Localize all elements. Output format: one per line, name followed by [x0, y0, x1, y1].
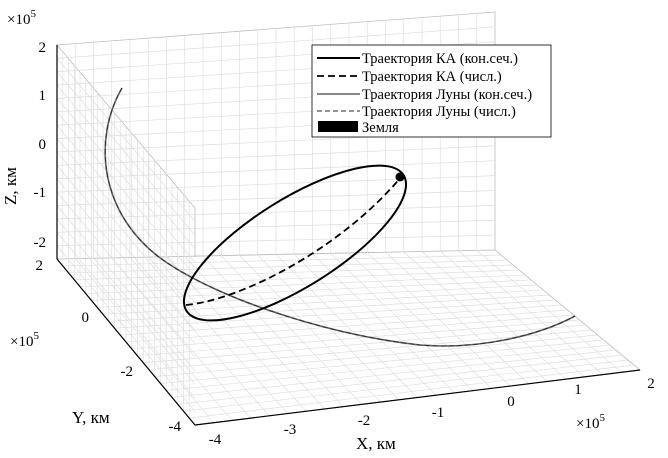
gridline — [97, 284, 538, 308]
z-tick-label: 2 — [39, 40, 47, 56]
x-tick-label: -2 — [358, 413, 371, 429]
gridline — [56, 190, 496, 206]
gridline — [56, 219, 496, 233]
gridline — [137, 319, 580, 357]
gridline — [143, 324, 586, 364]
gridline — [120, 304, 562, 336]
gridline — [56, 98, 196, 263]
gridline — [114, 299, 556, 329]
gridline — [56, 151, 196, 317]
z-axis-label: Z, км — [1, 167, 20, 205]
axis-frame — [56, 45, 641, 426]
gridline — [56, 205, 196, 371]
x-tick-label: 1 — [574, 382, 582, 398]
y-tick-label: -2 — [121, 364, 134, 380]
gridline — [56, 125, 196, 290]
legend: Траектория КА (кон.сеч.) Траектория КА (… — [311, 44, 552, 138]
trajectories — [104, 87, 576, 347]
gridline — [79, 269, 520, 288]
y-exponent: ×105 — [10, 330, 39, 350]
z-exponent: ×105 — [7, 8, 36, 28]
y-axis-line — [56, 258, 196, 426]
y-tick-label: 0 — [82, 310, 90, 326]
gridline — [56, 232, 196, 399]
legend-swatch-earth — [318, 121, 358, 132]
gridline — [102, 289, 544, 315]
gridline — [177, 354, 622, 405]
gridline — [56, 58, 196, 222]
gridline — [91, 279, 532, 301]
gridline — [56, 111, 196, 277]
gridline — [85, 274, 526, 294]
gridline — [56, 165, 196, 331]
x-tick-label: -4 — [209, 432, 222, 448]
y-tick-label: -4 — [169, 419, 182, 435]
gridline — [166, 344, 610, 391]
gridline — [56, 178, 196, 344]
z-tick-label: 0 — [39, 137, 47, 153]
gridline — [56, 71, 196, 236]
y-tick-label: 2 — [36, 258, 44, 274]
gridline — [160, 339, 604, 384]
gridline — [154, 334, 598, 377]
gridline — [183, 359, 628, 412]
gridline — [56, 145, 496, 166]
gridline — [125, 309, 568, 343]
z-tick-label: 1 — [39, 88, 47, 104]
gridline — [131, 314, 574, 350]
legend-label: Земля — [362, 120, 399, 136]
x-tick-label: -3 — [284, 422, 297, 438]
x-tick-label: -1 — [432, 405, 445, 421]
z-tick-label: -1 — [34, 185, 47, 201]
gridline — [56, 160, 496, 180]
z-tick-label: -2 — [34, 235, 47, 251]
gridline — [62, 254, 502, 267]
x-tick-label: 0 — [507, 394, 515, 410]
legend-label: Траектория КА (кон.сеч.) — [362, 51, 518, 67]
x-tick-labels: -4 -3 -2 -1 0 1 2 — [209, 376, 655, 448]
y-axis-label: Y, км — [72, 408, 110, 427]
series-sc-numeric — [185, 175, 403, 306]
gridline — [56, 175, 496, 193]
legend-label: Траектория КА (числ.) — [362, 69, 502, 85]
x-tick-label: 2 — [647, 376, 655, 392]
gridline — [56, 218, 196, 385]
z-tick-labels: -2 -1 0 1 2 — [34, 40, 47, 251]
x-axis-label: X, км — [356, 434, 396, 453]
x-exponent: ×105 — [576, 412, 605, 432]
x-axis-line — [194, 369, 641, 426]
gridline — [56, 84, 196, 249]
gridline — [68, 259, 508, 274]
gridline — [56, 245, 196, 412]
gridline — [74, 264, 514, 281]
legend-label: Траектория Луны (кон.сеч.) — [362, 87, 532, 103]
y-tick-labels: -4 -2 0 2 — [36, 258, 182, 435]
legend-label: Траектория Луны (числ.) — [362, 104, 516, 120]
gridline — [108, 294, 550, 322]
earth-marker — [395, 172, 405, 182]
gridlines — [56, 13, 634, 423]
gridline — [56, 234, 496, 246]
gridline — [56, 205, 496, 220]
gridline — [56, 26, 496, 59]
gridline — [189, 364, 634, 419]
gridline — [171, 349, 616, 398]
